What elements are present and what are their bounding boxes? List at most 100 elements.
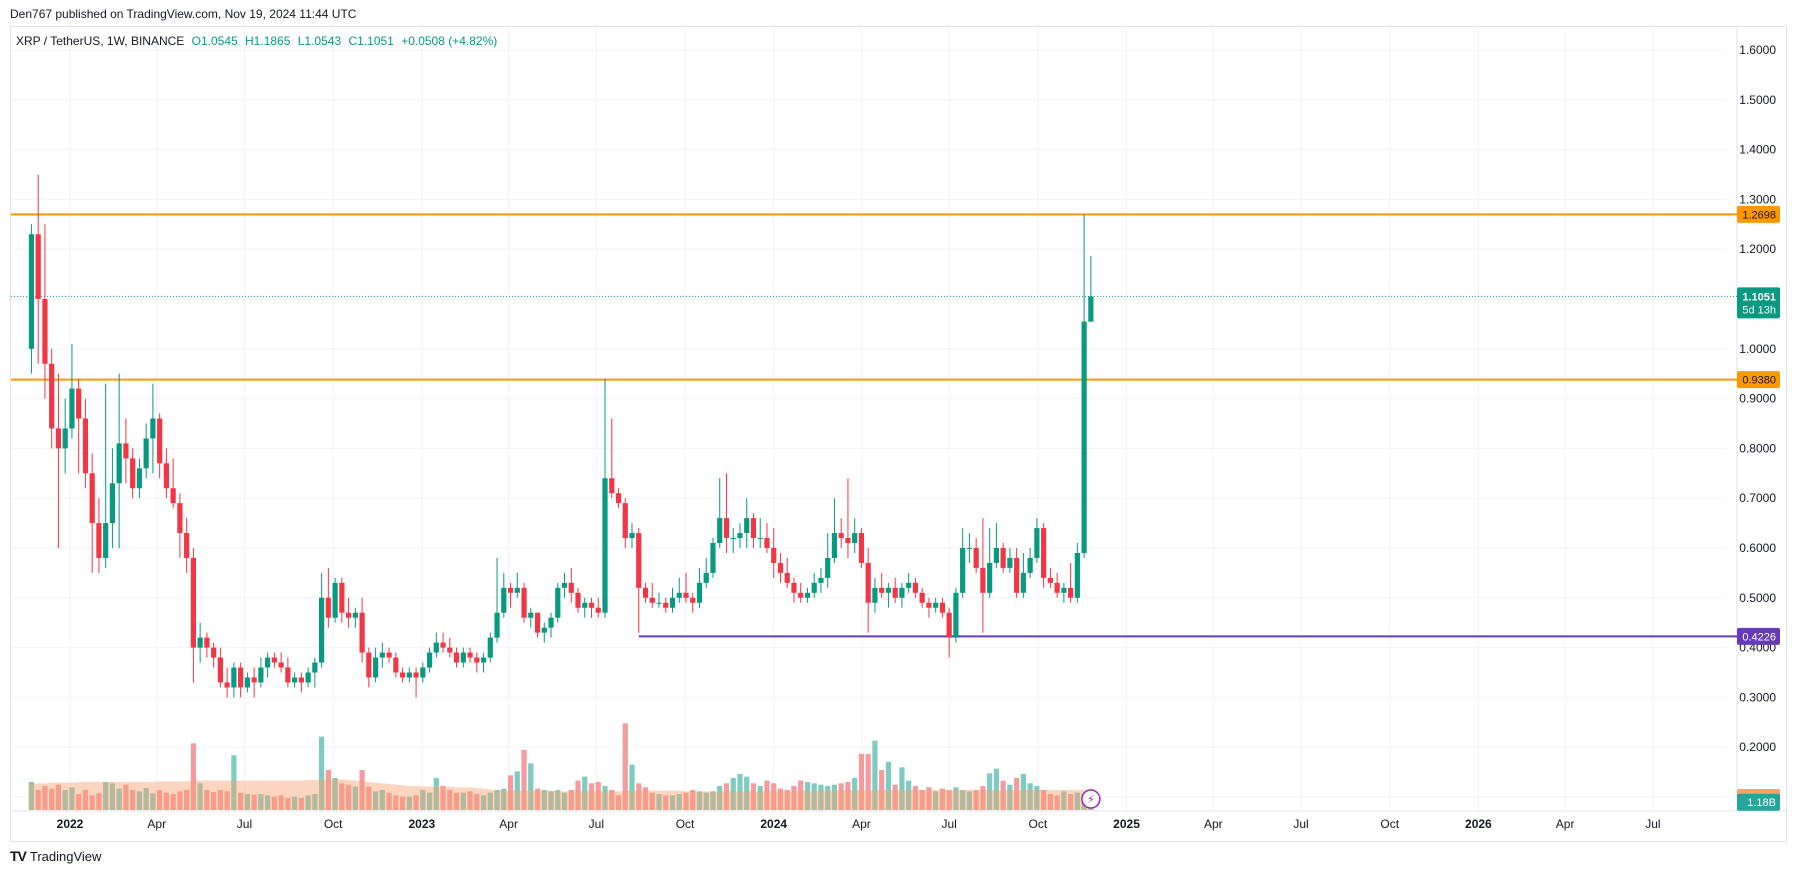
- candle-body[interactable]: [973, 547, 979, 568]
- candle-body[interactable]: [602, 478, 608, 613]
- candle-body[interactable]: [76, 388, 82, 419]
- candle-body[interactable]: [1061, 587, 1067, 593]
- candle-body[interactable]: [534, 612, 541, 633]
- candle-body[interactable]: [1014, 557, 1020, 593]
- candle-body[interactable]: [892, 587, 898, 598]
- candle-body[interactable]: [804, 592, 811, 598]
- candle-body[interactable]: [1088, 296, 1094, 322]
- candle-body[interactable]: [717, 518, 723, 544]
- candle-body[interactable]: [811, 582, 817, 593]
- candle-body[interactable]: [764, 538, 770, 548]
- candle-body[interactable]: [710, 543, 716, 573]
- candle-body[interactable]: [399, 672, 406, 678]
- candle-body[interactable]: [82, 418, 89, 474]
- candle-body[interactable]: [683, 592, 689, 598]
- candle-body[interactable]: [359, 612, 365, 653]
- candle-body[interactable]: [615, 493, 622, 504]
- candle-body[interactable]: [622, 503, 628, 539]
- candle-body[interactable]: [1047, 577, 1053, 583]
- candle-body[interactable]: [447, 647, 453, 653]
- candle-body[interactable]: [831, 533, 838, 558]
- candle-body[interactable]: [467, 652, 473, 658]
- candle-body[interactable]: [501, 587, 507, 613]
- candle-body[interactable]: [885, 587, 892, 593]
- candle-body[interactable]: [541, 627, 547, 633]
- candle-body[interactable]: [561, 582, 568, 588]
- candle-body[interactable]: [1034, 528, 1040, 558]
- candle-body[interactable]: [609, 478, 615, 494]
- candle-body[interactable]: [366, 652, 372, 678]
- candle-body[interactable]: [575, 592, 581, 608]
- candle-body[interactable]: [157, 418, 163, 464]
- candle-body[interactable]: [791, 582, 797, 593]
- candle-body[interactable]: [332, 582, 338, 618]
- candle-body[interactable]: [251, 677, 257, 683]
- candle-body[interactable]: [116, 443, 122, 484]
- candle-body[interactable]: [966, 547, 973, 549]
- symbol-title[interactable]: XRP / TetherUS, 1W, BINANCE: [16, 34, 185, 48]
- candle-body[interactable]: [285, 667, 291, 683]
- candle-body[interactable]: [696, 582, 703, 603]
- candle-body[interactable]: [440, 642, 446, 648]
- candle-body[interactable]: [305, 672, 311, 683]
- candle-body[interactable]: [845, 538, 851, 544]
- candle-body[interactable]: [555, 587, 561, 618]
- candle-body[interactable]: [150, 418, 156, 439]
- candle-body[interactable]: [919, 592, 925, 603]
- candle-body[interactable]: [838, 533, 844, 539]
- candle-body[interactable]: [55, 428, 62, 449]
- candle-body[interactable]: [939, 602, 946, 613]
- candle-body[interactable]: [595, 607, 601, 613]
- candle-body[interactable]: [656, 602, 662, 604]
- candle-body[interactable]: [933, 602, 939, 608]
- candle-body[interactable]: [750, 518, 757, 539]
- candle-body[interactable]: [49, 363, 55, 429]
- candle-body[interactable]: [912, 582, 919, 593]
- candle-body[interactable]: [217, 657, 223, 683]
- candle-body[interactable]: [190, 557, 196, 648]
- candle-body[interactable]: [426, 652, 433, 668]
- candle-body[interactable]: [231, 667, 237, 688]
- candle-body[interactable]: [109, 483, 116, 524]
- candle-body[interactable]: [433, 642, 439, 653]
- candle-body[interactable]: [642, 587, 649, 598]
- candle-body[interactable]: [987, 562, 993, 593]
- candle-body[interactable]: [325, 597, 331, 618]
- candle-body[interactable]: [393, 657, 399, 673]
- candle-body[interactable]: [1054, 582, 1060, 593]
- candle-body[interactable]: [487, 637, 493, 658]
- candle-body[interactable]: [771, 547, 777, 563]
- candle-body[interactable]: [879, 587, 885, 593]
- candle-body[interactable]: [649, 597, 655, 603]
- footer-brand[interactable]: TV TradingView: [10, 848, 101, 864]
- candle-body[interactable]: [636, 533, 642, 588]
- candle-body[interactable]: [312, 662, 318, 673]
- candle-body[interactable]: [453, 652, 460, 663]
- candle-body[interactable]: [298, 677, 304, 683]
- candle-body[interactable]: [629, 533, 635, 539]
- candle-body[interactable]: [926, 602, 932, 608]
- candle-body[interactable]: [460, 652, 466, 663]
- candle-body[interactable]: [514, 587, 520, 593]
- candle-body[interactable]: [177, 503, 183, 534]
- candle-body[interactable]: [784, 572, 790, 583]
- candle-body[interactable]: [818, 577, 824, 583]
- candle-body[interactable]: [406, 672, 412, 678]
- candle-body[interactable]: [663, 602, 669, 608]
- candle-body[interactable]: [1068, 587, 1074, 598]
- candle-body[interactable]: [521, 587, 527, 618]
- candle-body[interactable]: [197, 637, 203, 648]
- candle-body[interactable]: [480, 657, 487, 663]
- candle-body[interactable]: [757, 538, 763, 540]
- candle-body[interactable]: [1027, 557, 1033, 573]
- candle-body[interactable]: [103, 523, 109, 558]
- candle-body[interactable]: [292, 677, 298, 683]
- candle-body[interactable]: [130, 458, 136, 489]
- candle-body[interactable]: [588, 602, 595, 608]
- candle-body[interactable]: [265, 657, 271, 668]
- candle-body[interactable]: [238, 667, 244, 688]
- candle-body[interactable]: [582, 602, 588, 608]
- candle-body[interactable]: [858, 533, 865, 563]
- candle-body[interactable]: [28, 234, 35, 349]
